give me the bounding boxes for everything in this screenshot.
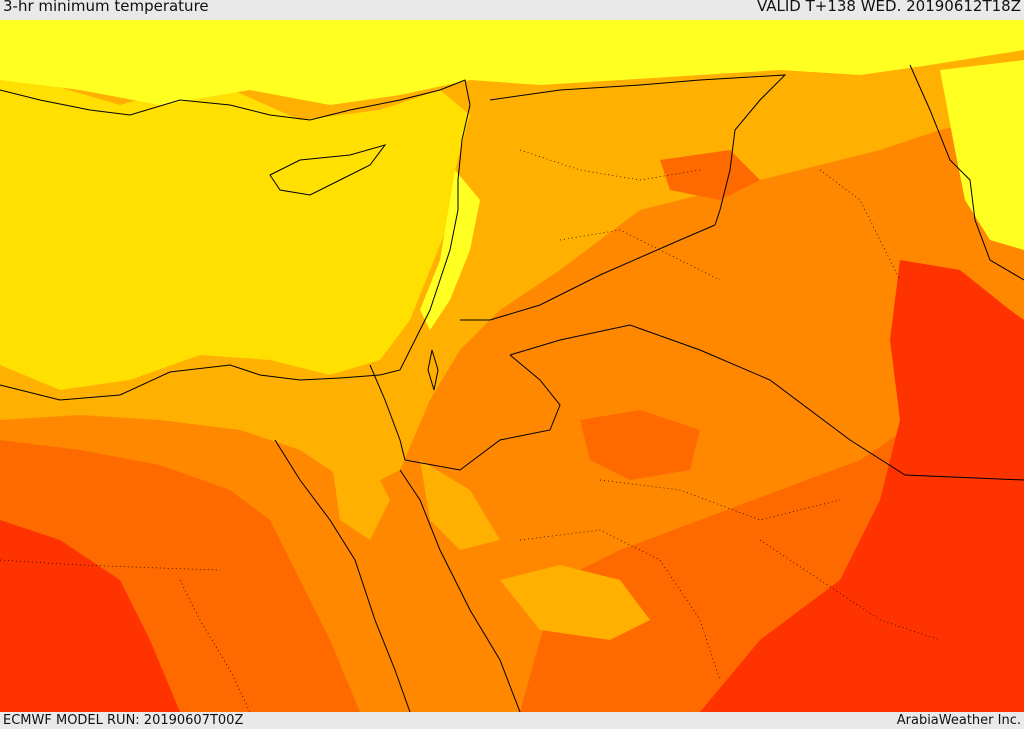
field-band-1-ne	[940, 60, 1024, 250]
header-bar: 3-hr minimum temperature VALID T+138 WED…	[0, 0, 1024, 20]
map-title: 3-hr minimum temperature	[3, 0, 209, 15]
coast-red-sea-east	[399, 469, 521, 712]
field-band-6-west	[0, 520, 180, 712]
coast-red-sea-west	[274, 439, 411, 712]
coast-dead-sea	[427, 349, 439, 391]
footer-bar: ECMWF MODEL RUN: 20190607T00Z ArabiaWeat…	[0, 712, 1024, 729]
valid-time: VALID T+138 WED. 20190612T18Z	[756, 0, 1021, 15]
border-jordan-iraq	[460, 224, 716, 321]
field-band-3-patch-1	[500, 565, 650, 640]
coast-turkey	[0, 79, 471, 121]
temperature-map	[0, 20, 1024, 712]
coast-levant	[379, 104, 471, 376]
coast-egypt	[0, 364, 381, 401]
credit-label: ArabiaWeather Inc.	[896, 713, 1021, 728]
borders	[369, 64, 1024, 481]
border-iran-iraq	[909, 64, 1024, 281]
field-band-5-blob-1	[580, 410, 700, 480]
border-syria-iraq	[489, 74, 787, 226]
field-band-3-patch-3	[420, 460, 500, 550]
model-run-label: ECMWF MODEL RUN: 20190607T00Z	[3, 713, 244, 728]
field-band-3-patch-2	[330, 450, 390, 540]
field-band-6-east	[700, 260, 1024, 712]
border-jordan-saudi	[404, 354, 561, 471]
border-saudi	[509, 324, 1024, 481]
admin-boundaries	[0, 149, 941, 712]
field-band-5-blob-2	[660, 150, 760, 200]
border-egypt-israel	[369, 364, 406, 461]
coastlines	[0, 79, 521, 712]
map-canvas	[0, 20, 1024, 712]
field-band-1-north	[0, 20, 1024, 105]
field-band-2-sea	[0, 70, 470, 390]
coast-cyprus	[269, 144, 387, 196]
